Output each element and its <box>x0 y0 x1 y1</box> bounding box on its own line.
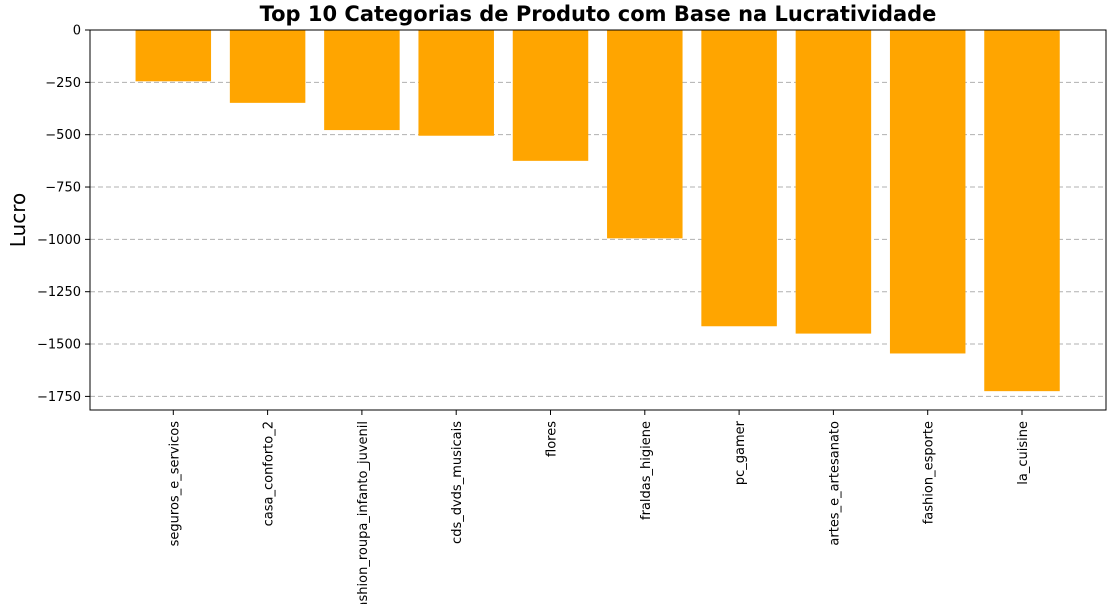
x-tick-label: fraldas_higiene <box>639 421 654 520</box>
y-tick-label: −1250 <box>37 285 81 300</box>
y-tick-label: −1750 <box>37 390 81 405</box>
x-tick-label: casa_conforto_2 <box>262 421 277 526</box>
y-tick-label: −500 <box>45 128 81 143</box>
bar-casa_conforto_2 <box>229 30 306 103</box>
y-tick-label: −750 <box>45 181 81 196</box>
y-axis-label: Lucro <box>6 193 30 247</box>
y-axis-ticks: 0 −250 −500 −750 −1000 −1250 −1500 −1750 <box>37 24 90 405</box>
x-tick-label: cds_dvds_musicais <box>450 421 465 544</box>
y-tick-label: −1000 <box>37 233 81 248</box>
y-tick-label: −1500 <box>37 338 81 353</box>
x-axis-ticks: seguros_e_servicos casa_conforto_2 fashion… <box>167 410 1031 604</box>
x-tick-label: seguros_e_servicos <box>167 421 182 547</box>
bar-cds_dvds_musicais <box>418 30 494 136</box>
bar-fashion_esporte <box>889 30 966 354</box>
plot-frame <box>89 29 1107 411</box>
x-tick-label: flores <box>545 421 560 457</box>
chart-title: Top 10 Categorias de Produto com Base na… <box>260 2 937 26</box>
bar-fashion_roupa_infanto_juvenil <box>324 30 400 131</box>
x-tick-label: artes_e_artesanato <box>827 421 842 546</box>
bar-pc_gamer <box>701 30 777 327</box>
y-tick-label: 0 <box>73 24 81 39</box>
x-tick-label: fashion_esporte <box>922 421 937 524</box>
x-tick-label: pc_gamer <box>733 420 748 485</box>
bar-flores <box>512 30 589 161</box>
y-tick-label: −250 <box>45 76 81 91</box>
bars <box>135 30 1060 392</box>
bar-artes_e_artesanato <box>795 30 872 334</box>
x-tick-label: la_cuisine <box>1016 421 1031 485</box>
x-tick-label: fashion_roupa_infanto_juvenil <box>356 421 371 604</box>
bar-la_cuisine <box>984 30 1060 392</box>
bar-seguros_e_servicos <box>135 30 212 82</box>
bar-fraldas_higiene <box>607 30 683 239</box>
